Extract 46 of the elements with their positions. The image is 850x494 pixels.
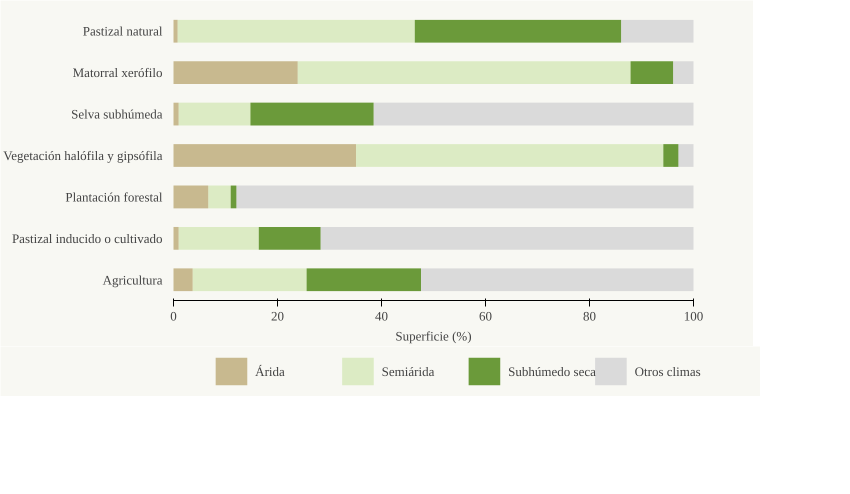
bar bbox=[306, 268, 422, 292]
bar bbox=[298, 61, 631, 84]
bar bbox=[174, 20, 178, 43]
bar bbox=[414, 20, 622, 43]
legend-label: Árida bbox=[255, 364, 286, 379]
legend-label: Subhúmedo seca bbox=[508, 364, 596, 379]
bar bbox=[678, 144, 694, 167]
bar bbox=[174, 226, 179, 250]
x-tick-label: 100 bbox=[684, 308, 704, 324]
bar bbox=[374, 102, 694, 126]
y-tick-label: Plantación forestal bbox=[65, 189, 163, 204]
y-tick-label: Agricultura bbox=[102, 272, 163, 288]
bar bbox=[174, 61, 298, 84]
bar bbox=[673, 61, 694, 84]
x-tick-label: 20 bbox=[271, 308, 284, 324]
x-tick-label: 60 bbox=[479, 308, 492, 324]
bar bbox=[178, 226, 259, 250]
y-tick-label: Pastizal natural bbox=[82, 24, 163, 39]
bar bbox=[174, 268, 193, 292]
bar bbox=[174, 186, 208, 208]
bar bbox=[356, 144, 664, 167]
bar bbox=[258, 226, 321, 250]
y-tick-label: Selva subhúmeda bbox=[71, 106, 163, 122]
legend-label: Semiárida bbox=[382, 364, 435, 379]
bar bbox=[230, 186, 236, 208]
bar bbox=[174, 144, 356, 167]
x-axis-title: Superficie (%) bbox=[395, 328, 472, 344]
x-tick-label: 0 bbox=[170, 308, 177, 324]
x-tick-label: 40 bbox=[375, 308, 388, 324]
bar bbox=[178, 102, 250, 126]
bar bbox=[630, 61, 674, 84]
bar bbox=[174, 102, 179, 126]
bar bbox=[236, 186, 694, 208]
legend-label: Otros climas bbox=[634, 364, 701, 379]
bar bbox=[178, 20, 415, 43]
y-tick-label: Vegetación halófila y gipsófila bbox=[3, 148, 163, 163]
bar bbox=[421, 268, 694, 292]
y-tick-label: Pastizal inducido o cultivado bbox=[12, 230, 163, 246]
bar bbox=[320, 226, 694, 250]
x-tick-label: 80 bbox=[583, 308, 596, 324]
bar bbox=[250, 102, 374, 126]
y-tick-label: Matorral xerófilo bbox=[72, 65, 163, 80]
bar bbox=[621, 20, 694, 43]
bar bbox=[208, 186, 231, 208]
bar bbox=[192, 268, 307, 292]
bar bbox=[663, 144, 678, 167]
